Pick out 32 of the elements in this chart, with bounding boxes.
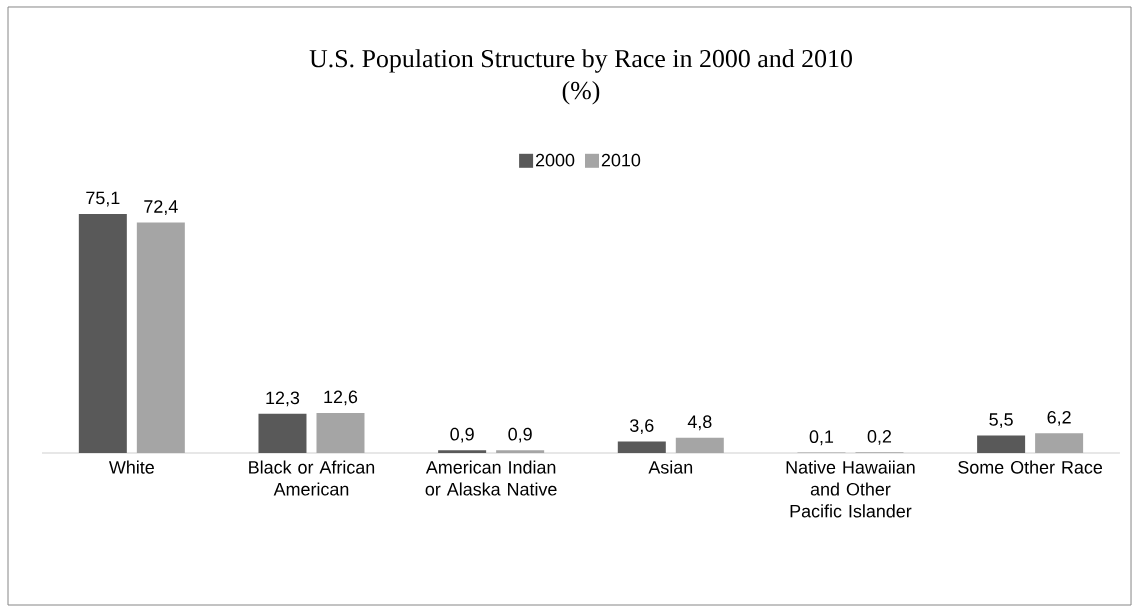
bar (438, 450, 487, 453)
data-label: 75,1 (86, 191, 120, 207)
x-tick-label: American Indian or Alaska Native (425, 460, 557, 496)
bar (977, 435, 1026, 453)
x-tick-label: Black or African American (249, 460, 375, 496)
x-tick-label: Some Other Race (958, 460, 1103, 474)
data-label: 5,5 (989, 413, 1013, 428)
legend-label: 2010 (601, 153, 641, 167)
data-label: 0,2 (867, 430, 892, 445)
bar (675, 437, 724, 453)
bar (78, 213, 127, 453)
bar (1035, 433, 1084, 453)
data-label: 12,6 (324, 390, 358, 406)
data-label: 12,3 (266, 391, 300, 407)
x-tick-label: White (108, 460, 154, 474)
bar (496, 450, 545, 453)
x-tick-label: Asian (648, 460, 693, 474)
chart-subtitle: (%) (562, 81, 600, 105)
data-label: 72,4 (144, 200, 178, 215)
legend-label: 2000 (535, 153, 575, 167)
bar (316, 412, 365, 453)
bar (136, 222, 185, 453)
x-tick-label: Native Hawaiian and Other Pacific Islander (786, 460, 915, 518)
bar (258, 413, 307, 453)
chart-title: U.S. Population Structure by Race in 2000 and 2010 (309, 49, 852, 73)
data-label: 4,8 (687, 415, 712, 431)
data-label: 6,2 (1047, 410, 1071, 426)
data-label: 0,9 (508, 427, 532, 443)
data-label: 0,1 (809, 430, 834, 446)
bar (617, 441, 666, 453)
data-label: 0,9 (450, 427, 474, 443)
data-label: 3,6 (630, 419, 654, 435)
